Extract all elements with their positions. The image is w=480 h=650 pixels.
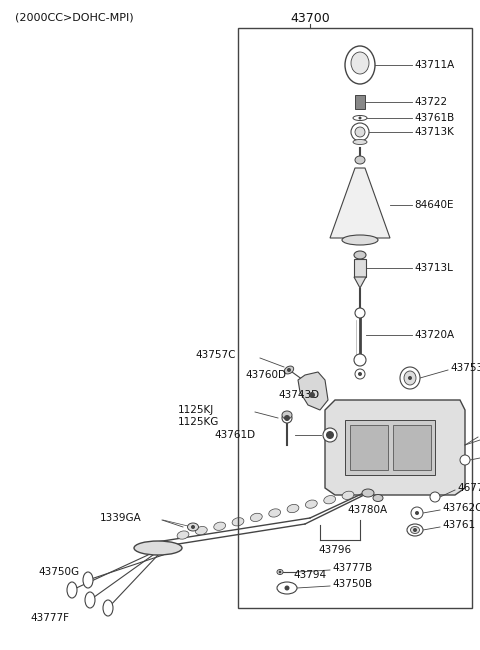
Text: 43796: 43796	[318, 545, 351, 555]
Circle shape	[285, 586, 289, 590]
Text: 43713L: 43713L	[414, 263, 453, 273]
Ellipse shape	[103, 600, 113, 616]
Ellipse shape	[355, 127, 365, 137]
Circle shape	[323, 428, 337, 442]
Circle shape	[284, 415, 290, 421]
Bar	[238, 28, 472, 608]
Text: 43780A: 43780A	[348, 505, 388, 515]
Ellipse shape	[277, 569, 283, 575]
Ellipse shape	[355, 308, 365, 318]
Text: (2000CC>DOHC-MPI): (2000CC>DOHC-MPI)	[15, 13, 133, 23]
Circle shape	[358, 372, 362, 376]
Text: 43761D: 43761D	[214, 430, 255, 440]
Ellipse shape	[353, 116, 367, 120]
Ellipse shape	[282, 411, 292, 419]
Ellipse shape	[67, 582, 77, 598]
Circle shape	[326, 431, 334, 439]
Circle shape	[411, 507, 423, 519]
Ellipse shape	[251, 514, 262, 521]
Text: 84640E: 84640E	[414, 200, 454, 210]
Text: 43713K: 43713K	[414, 127, 454, 137]
Circle shape	[415, 511, 419, 515]
Ellipse shape	[282, 413, 292, 423]
Polygon shape	[330, 168, 390, 238]
Circle shape	[460, 455, 470, 465]
Ellipse shape	[232, 517, 244, 526]
Ellipse shape	[287, 504, 299, 513]
Bar	[345, 420, 435, 475]
Ellipse shape	[362, 489, 374, 497]
Text: 43760D: 43760D	[245, 370, 286, 380]
Ellipse shape	[342, 491, 354, 499]
Circle shape	[430, 492, 440, 502]
Text: 43794: 43794	[293, 570, 326, 580]
Ellipse shape	[355, 369, 365, 379]
Ellipse shape	[342, 235, 378, 245]
Ellipse shape	[354, 354, 366, 366]
Text: 43750G: 43750G	[38, 567, 79, 577]
Ellipse shape	[85, 592, 95, 608]
Text: 43743D: 43743D	[278, 390, 319, 400]
Ellipse shape	[83, 572, 93, 588]
Bar	[350, 425, 388, 470]
Bar	[393, 425, 431, 470]
Ellipse shape	[188, 523, 199, 531]
Circle shape	[287, 368, 291, 372]
Text: 43700: 43700	[290, 12, 330, 25]
Ellipse shape	[351, 123, 369, 141]
Text: 43761B: 43761B	[414, 113, 454, 123]
Text: 43757C: 43757C	[195, 350, 236, 360]
Text: 43761: 43761	[442, 520, 475, 530]
Ellipse shape	[214, 522, 226, 530]
Circle shape	[278, 571, 281, 573]
Text: 43777F: 43777F	[30, 613, 69, 623]
Text: 43753: 43753	[450, 363, 480, 373]
Circle shape	[309, 392, 315, 398]
Ellipse shape	[305, 500, 317, 508]
Ellipse shape	[410, 526, 420, 534]
Circle shape	[413, 528, 417, 532]
Ellipse shape	[354, 251, 366, 259]
Ellipse shape	[345, 46, 375, 84]
Circle shape	[359, 116, 361, 120]
Bar	[355, 95, 365, 109]
Text: 43777B: 43777B	[332, 563, 372, 573]
Text: 43762C: 43762C	[442, 503, 480, 513]
Text: 43750B: 43750B	[332, 579, 372, 589]
Ellipse shape	[351, 52, 369, 74]
Ellipse shape	[404, 371, 416, 385]
Ellipse shape	[355, 156, 365, 164]
Ellipse shape	[353, 140, 367, 144]
Ellipse shape	[134, 541, 182, 555]
Ellipse shape	[277, 582, 297, 594]
Ellipse shape	[195, 526, 207, 535]
Bar	[354, 259, 366, 277]
Text: 43720A: 43720A	[414, 330, 454, 340]
Ellipse shape	[400, 367, 420, 389]
Text: 43711A: 43711A	[414, 60, 454, 70]
Text: 1125KJ: 1125KJ	[178, 405, 214, 415]
Polygon shape	[298, 372, 328, 410]
Ellipse shape	[177, 531, 189, 540]
Circle shape	[191, 525, 195, 529]
Ellipse shape	[373, 495, 383, 502]
Text: 46773B: 46773B	[457, 483, 480, 493]
Polygon shape	[325, 400, 465, 495]
Polygon shape	[354, 277, 366, 288]
Ellipse shape	[269, 509, 281, 517]
Ellipse shape	[284, 366, 294, 374]
Text: 1125KG: 1125KG	[178, 417, 219, 427]
Text: 1339GA: 1339GA	[100, 513, 142, 523]
Circle shape	[408, 376, 412, 380]
Text: 43722: 43722	[414, 97, 447, 107]
Ellipse shape	[407, 524, 423, 536]
Ellipse shape	[324, 495, 336, 504]
